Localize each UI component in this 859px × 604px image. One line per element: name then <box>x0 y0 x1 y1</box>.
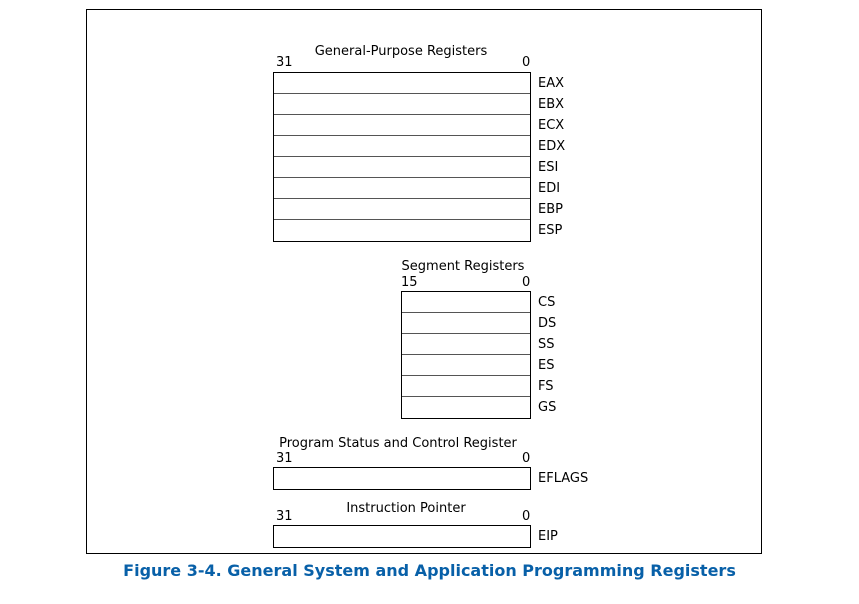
register-row-edx <box>274 136 530 157</box>
segment-low-bit: 0 <box>522 275 531 290</box>
register-row-gs <box>402 397 530 418</box>
register-row-ecx <box>274 115 530 136</box>
register-label-ss: SS <box>538 337 555 352</box>
register-label-fs: FS <box>538 379 554 394</box>
segment-high-bit: 15 <box>401 275 418 290</box>
register-row-ds <box>402 313 530 334</box>
general-purpose-high-bit: 31 <box>276 55 293 70</box>
register-row-eip <box>274 526 530 547</box>
segment-register-stack <box>401 291 531 419</box>
register-label-eax: EAX <box>538 76 565 91</box>
figure-caption: Figure 3-4. General System and Applicati… <box>123 561 736 580</box>
register-label-edx: EDX <box>538 139 566 154</box>
register-row-ebx <box>274 94 530 115</box>
register-row-cs <box>402 292 530 313</box>
register-label-ds: DS <box>538 316 557 331</box>
general-purpose-register-stack <box>273 72 531 242</box>
register-row-eax <box>274 73 530 94</box>
register-label-cs: CS <box>538 295 556 310</box>
status-control-low-bit: 0 <box>522 451 531 466</box>
register-row-edi <box>274 178 530 199</box>
segment-title: Segment Registers <box>401 259 525 274</box>
register-label-ebx: EBX <box>538 97 565 112</box>
instruction-pointer-title: Instruction Pointer <box>346 501 466 516</box>
register-row-ss <box>402 334 530 355</box>
figure-frame: General-Purpose Registers 31 0 EAX EBX E… <box>86 9 762 554</box>
eip-register-box <box>273 525 531 548</box>
register-row-esp <box>274 220 530 241</box>
status-control-title: Program Status and Control Register <box>279 436 517 451</box>
register-label-es: ES <box>538 358 555 373</box>
instruction-pointer-high-bit: 31 <box>276 509 293 524</box>
register-label-esp: ESP <box>538 223 563 238</box>
instruction-pointer-low-bit: 0 <box>522 509 531 524</box>
general-purpose-title: General-Purpose Registers <box>314 44 488 59</box>
register-label-eflags: EFLAGS <box>538 471 589 486</box>
eflags-register-box <box>273 467 531 490</box>
register-row-es <box>402 355 530 376</box>
register-label-esi: ESI <box>538 160 559 175</box>
register-row-eflags <box>274 468 530 489</box>
register-row-ebp <box>274 199 530 220</box>
general-purpose-low-bit: 0 <box>522 55 531 70</box>
register-row-esi <box>274 157 530 178</box>
register-label-edi: EDI <box>538 181 561 196</box>
register-label-ebp: EBP <box>538 202 563 217</box>
register-label-eip: EIP <box>538 529 558 544</box>
register-label-gs: GS <box>538 400 557 415</box>
status-control-high-bit: 31 <box>276 451 293 466</box>
register-row-fs <box>402 376 530 397</box>
register-label-ecx: ECX <box>538 118 565 133</box>
